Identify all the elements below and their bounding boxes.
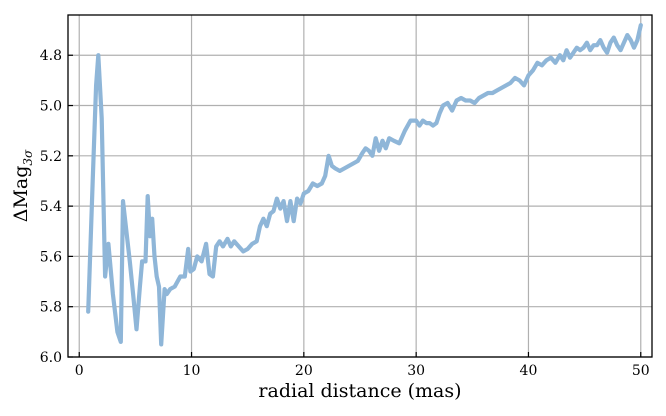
x-tick-label: 40 <box>520 363 538 379</box>
y-tick-label: 5.4 <box>40 199 62 215</box>
y-axis-label-main: ΔMag <box>10 166 32 223</box>
series-line <box>86 23 643 347</box>
plot-frame <box>67 14 653 358</box>
x-tick-label: 20 <box>295 363 313 379</box>
y-tick-label: 4.8 <box>40 48 62 64</box>
x-tick-label: 50 <box>632 363 650 379</box>
y-tick-label: 6.0 <box>40 350 62 366</box>
y-tick-label: 5.6 <box>40 249 62 265</box>
y-tick-label: 5.0 <box>40 99 62 115</box>
x-tick-label: 0 <box>75 363 84 379</box>
y-axis-label: ΔMag3σ <box>10 149 35 222</box>
y-tick-label: 5.2 <box>40 149 62 165</box>
x-tick-label: 30 <box>407 363 425 379</box>
x-axis-ticks: 0 10 20 30 40 50 <box>75 352 650 379</box>
series-group <box>86 23 643 347</box>
y-axis-ticks: 4.8 5.0 5.2 5.4 5.6 5.8 6.0 <box>40 48 73 366</box>
y-axis-label-subscript: 3σ <box>21 149 35 166</box>
x-tick-label: 10 <box>183 363 201 379</box>
x-axis-label: radial distance (mas) <box>258 380 461 402</box>
grid-x <box>78 15 642 357</box>
grid-y <box>68 54 652 358</box>
y-tick-label: 5.8 <box>40 300 62 316</box>
